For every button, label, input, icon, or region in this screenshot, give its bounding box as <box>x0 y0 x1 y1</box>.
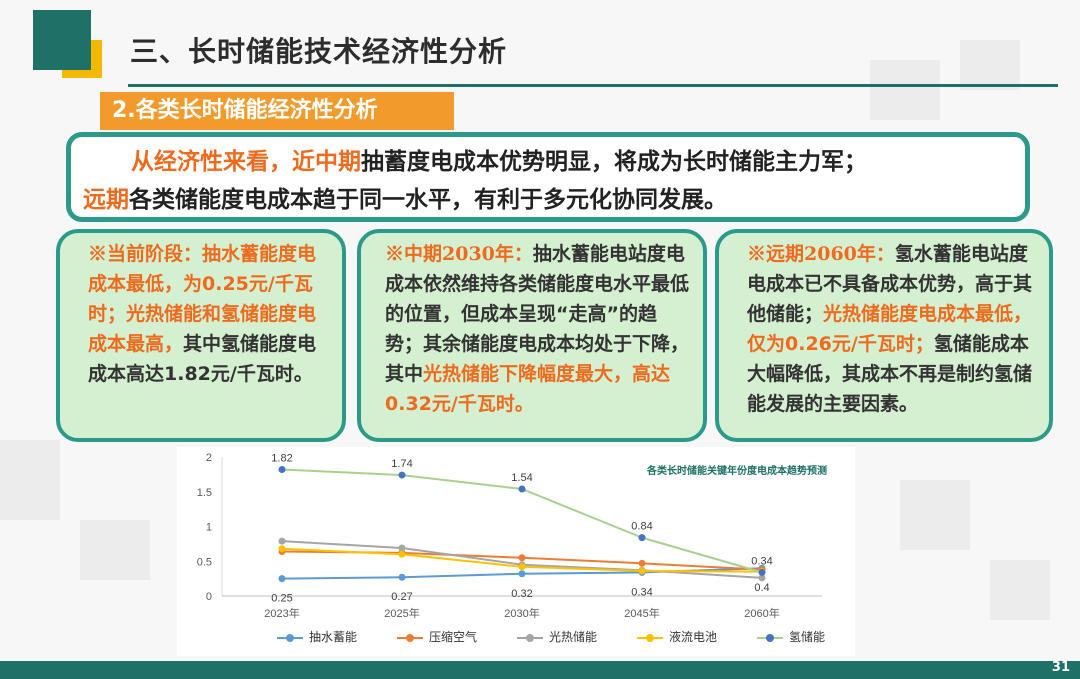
y-tick-label: 1 <box>206 522 212 534</box>
cost-trend-chart: 0 0.5 1 1.5 2 2023年 2025年 2030年 2045年 2060年 0.25 0.… <box>177 447 855 656</box>
legend-label: 光热储能 <box>549 630 598 644</box>
summary-highlight-long-term: 远期 <box>83 187 129 213</box>
legend-swatch <box>757 633 783 643</box>
y-tick-label: 2 <box>206 452 212 464</box>
card-current-stage: ※当前阶段：抽水蓄能度电成本最低，为0.25元/千瓦时；光热储能和氢储能度电成本… <box>56 229 346 442</box>
x-tick-label: 2030年 <box>504 606 539 620</box>
y-tick-label: 0 <box>206 591 212 603</box>
data-point <box>278 537 286 545</box>
card-mid-term-2030: ※中期2030年：抽水蓄能电站度电成本依然维持各类储能度电水平最低的位置，但成本… <box>357 229 707 442</box>
card-heading: ※中期2030年： <box>385 243 533 265</box>
legend-item: 光热储能 <box>517 628 597 645</box>
chart-title: 各类长时储能关键年份度电成本趋势预测 <box>647 466 827 477</box>
data-point <box>518 570 526 578</box>
chart-legend: 抽水蓄能 压缩空气 光热储能 液流电池 氢储能 <box>277 628 837 646</box>
card-highlight: 光热储能和氢储能度电成本最高， <box>88 303 317 355</box>
y-tick-label: 1.5 <box>197 487 212 499</box>
background-decoration <box>0 440 60 520</box>
summary-line-2: 远期各类储能度电成本趋于同一水平，有利于多元化协同发展。 <box>83 181 1013 219</box>
page-number: 31 <box>1051 660 1070 675</box>
card-text: 氢水蓄能电站度电成本已不具备成本优势，高于其他储能； <box>747 243 1033 325</box>
logo-block-green-overlap <box>62 40 91 70</box>
data-point <box>398 573 406 581</box>
card-text: 氢储能成本大幅降低，其成本不再是制约氢储能发展的主要因素。 <box>747 333 1033 415</box>
summary-line-1: 从经济性来看，近中期抽蓄度电成本优势明显，将成为长时储能主力军； <box>83 143 1013 181</box>
card-long-term-2060: ※远期2060年：氢水蓄能电站度电成本已不具备成本优势，高于其他储能；光热储能度… <box>715 229 1053 442</box>
legend-item: 氢储能 <box>757 628 825 645</box>
legend-label: 液流电池 <box>669 630 718 644</box>
data-point <box>278 545 286 553</box>
legend-label: 压缩空气 <box>429 630 478 644</box>
background-decoration <box>990 560 1050 620</box>
data-point <box>398 471 406 479</box>
summary-highlight: 从经济性来看， <box>131 149 292 175</box>
data-label: 0.25 <box>271 593 292 605</box>
legend-item: 压缩空气 <box>397 628 477 645</box>
card-highlight: 光热储能下降幅度最大，高达0.32元/千瓦时。 <box>385 363 671 415</box>
card-text: 抽水蓄能电站度电成本依然维持各类储能度电水平最低的位置，但成本呈现“走高”的趋势… <box>385 243 690 385</box>
y-tick-label: 0.5 <box>197 556 212 568</box>
data-point <box>758 568 766 576</box>
data-point <box>398 544 406 552</box>
summary-box: 从经济性来看，近中期抽蓄度电成本优势明显，将成为长时储能主力军； 远期各类储能度… <box>66 132 1030 222</box>
chart-plot: 0 0.5 1 1.5 2 2023年 2025年 2030年 2045年 2060年 0.25 0.… <box>197 452 822 620</box>
background-decoration <box>900 480 970 550</box>
summary-text: 各类储能度电成本趋于同一水平，有利于多元化协同发展。 <box>129 187 727 213</box>
page-title: 三、长时储能技术经济性分析 <box>130 35 508 68</box>
data-point <box>278 575 286 583</box>
summary-highlight-near-term: 近中期 <box>292 149 361 175</box>
data-label: 1.82 <box>271 453 292 465</box>
legend-item: 液流电池 <box>637 628 717 645</box>
card-text: 其中氢储能度电成本高达1.82元/千瓦时。 <box>88 333 317 385</box>
x-tick-label: 2045年 <box>624 606 659 620</box>
data-label: 1.74 <box>391 458 412 470</box>
data-point <box>758 574 766 582</box>
data-label: 0.27 <box>391 591 412 603</box>
legend-swatch <box>637 633 663 643</box>
data-label: 0.84 <box>631 521 652 533</box>
x-tick-label: 2060年 <box>744 606 779 620</box>
section-subtitle: 2.各类长时储能经济性分析 <box>100 92 454 130</box>
data-label: 1.54 <box>511 472 532 484</box>
data-point <box>518 485 526 493</box>
title-divider <box>128 84 1058 87</box>
data-point <box>518 563 526 571</box>
legend-item: 抽水蓄能 <box>277 628 357 645</box>
data-label: 0.34 <box>631 586 652 598</box>
summary-text: 抽蓄度电成本优势明显，将成为长时储能主力军； <box>361 149 867 175</box>
data-label: 0.4 <box>754 582 769 594</box>
data-point <box>518 554 526 562</box>
legend-swatch <box>517 633 543 643</box>
legend-swatch <box>277 633 303 643</box>
background-decoration <box>870 60 940 120</box>
data-point <box>638 567 646 575</box>
data-label: 0.34 <box>751 555 772 567</box>
card-text: 为0.25元/千瓦时； <box>88 273 313 325</box>
data-point <box>398 550 406 558</box>
legend-label: 抽水蓄能 <box>309 630 358 644</box>
background-decoration <box>80 520 150 580</box>
card-heading: ※当前阶段：抽水蓄能度电成本最低， <box>88 243 317 295</box>
data-point <box>638 534 646 542</box>
footer-bar <box>0 661 1080 679</box>
legend-label: 氢储能 <box>789 630 826 644</box>
legend-swatch <box>397 633 423 643</box>
card-highlight: 光热储能度电成本最低，仅为0.26元/千瓦时； <box>747 303 1033 355</box>
data-label: 0.32 <box>511 588 532 600</box>
card-heading: ※远期2060年： <box>747 243 895 265</box>
data-point <box>638 559 646 567</box>
x-tick-label: 2023年 <box>264 606 299 620</box>
x-tick-label: 2025年 <box>384 606 419 620</box>
background-decoration <box>960 40 1020 90</box>
data-point <box>278 466 286 474</box>
